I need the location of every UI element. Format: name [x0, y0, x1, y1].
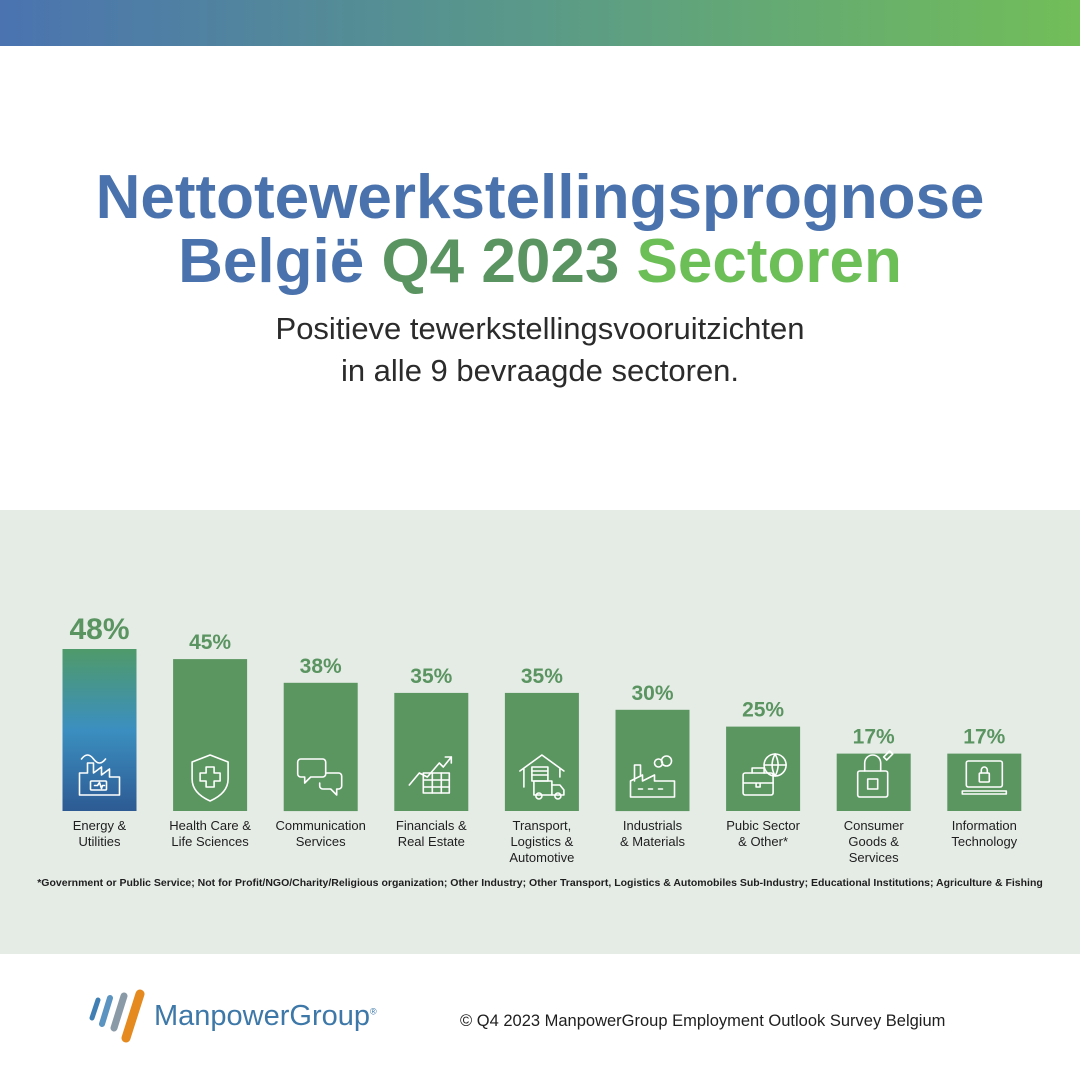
title-period: Q4 2023	[381, 227, 620, 296]
globe-briefcase-icon	[742, 753, 787, 796]
footnote: *Government or Public Service; Not for P…	[37, 877, 1043, 889]
value-label-7: 17%	[853, 726, 895, 749]
category-label-4: Transport, Logistics & Automotive	[509, 818, 574, 865]
category-label-2: Communication Services	[276, 818, 366, 849]
value-label-0: 48%	[69, 613, 129, 646]
title-sectors: Sectoren	[636, 227, 902, 296]
value-label-5: 30%	[631, 682, 673, 705]
category-label-5: Industrials & Materials	[620, 818, 686, 849]
value-label-3: 35%	[410, 665, 452, 688]
subtitle-line-1: Positieve tewerkstellingsvooruitzichten	[275, 311, 805, 346]
bar-5	[615, 709, 690, 812]
category-label-6: Pubic Sector & Other*	[726, 818, 800, 849]
category-label-3: Financials & Real Estate	[396, 818, 467, 849]
category-label-8: Information Technology	[951, 818, 1017, 849]
logo-wordmark: ManpowerGroup®	[154, 1000, 377, 1032]
bar-4	[504, 692, 579, 811]
category-label-7: Consumer Goods & Services	[844, 818, 905, 865]
subtitle-line-2: in alle 9 bevraagde sectoren.	[340, 353, 740, 388]
title-line-1: Nettotewerkstellingsprognose	[95, 163, 985, 232]
category-label-0: Energy & Utilities	[73, 818, 127, 849]
industrial-plant-icon	[629, 755, 676, 798]
bar-7	[836, 753, 911, 811]
growth-chart-icon	[408, 756, 453, 794]
category-label-1: Health Care & Life Sciences	[169, 818, 251, 849]
value-label-2: 38%	[300, 655, 342, 678]
title-country: België	[178, 227, 365, 296]
bar-1	[173, 659, 248, 811]
title-line-2: België Q4 2023 Sectoren	[0, 230, 1080, 294]
top-gradient-bar	[0, 0, 1080, 46]
chat-bubbles-icon	[296, 758, 343, 796]
warehouse-truck-icon	[519, 754, 565, 800]
manpowergroup-logo: ManpowerGroup®	[84, 986, 394, 1046]
bar-0	[62, 649, 137, 811]
value-label-8: 17%	[963, 726, 1005, 749]
value-label-4: 35%	[521, 665, 563, 688]
bar-3	[394, 692, 469, 811]
subtitle: Positieve tewerkstellingsvooruitzichten …	[0, 308, 1080, 392]
shopping-bag-icon	[856, 750, 894, 798]
copyright-text: © Q4 2023 ManpowerGroup Employment Outlo…	[460, 1012, 946, 1030]
medical-shield-icon	[191, 754, 229, 802]
bar-2	[283, 682, 358, 812]
factory-battery-icon	[78, 754, 121, 796]
laptop-lock-icon	[961, 760, 1008, 795]
logo-mark-icon	[89, 989, 145, 1043]
value-label-6: 25%	[742, 699, 784, 722]
value-label-1: 45%	[189, 631, 231, 654]
page-title: Nettotewerkstellingsprognose België Q4 2…	[0, 166, 1080, 294]
